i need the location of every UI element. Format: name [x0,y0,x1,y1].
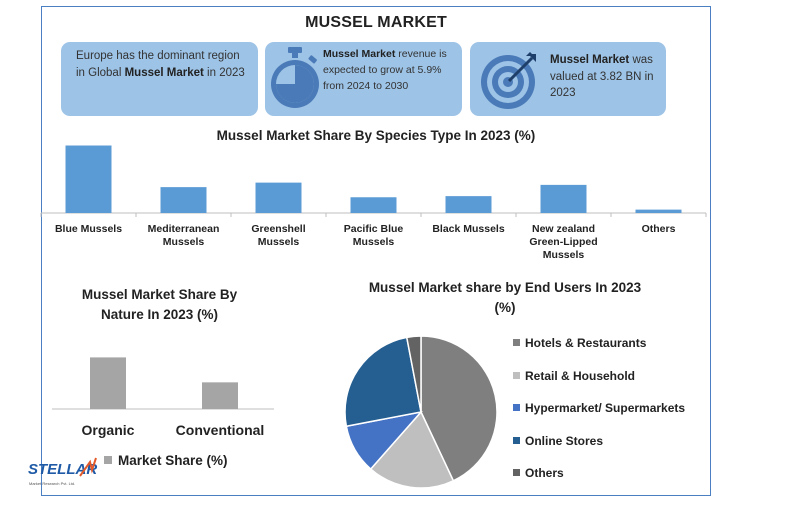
legend-label: Online Stores [525,433,604,448]
legend-label: Retail & Household [525,368,636,383]
target-icon [478,48,542,118]
callout-europe-dominant: Europe has the dominant region in Global… [61,42,258,116]
nature-category-label: Organic [82,422,135,438]
callout-revenue-growth: Mussel Market revenue is expected to gro… [265,42,462,116]
species-category-label-line: Mussels [543,249,585,261]
species-category-label: Greenshell Mussels [251,223,305,248]
legend-swatch [513,469,520,476]
species-category-label-line: Others [642,223,676,235]
legend-swatch [513,404,520,411]
species-category-label: Blue Mussels [55,223,122,235]
species-category-label-line: Mussels [163,236,205,248]
legend-label: Hypermarket/ Supermarkets [525,401,686,415]
pie-slice [369,410,455,489]
callout-text-bold: Mussel Market [323,48,396,60]
species-bar [350,197,397,213]
nature-chart-title-line: Nature In 2023 (%) [100,306,219,322]
stopwatch-icon [268,45,322,119]
legend-item: Retail & Household [513,369,635,383]
species-category-label-line: Green-Lipped [529,236,597,248]
legend-label: Others [525,466,564,480]
nature-category-label: Conventional [176,422,265,438]
legend-swatch [513,371,520,379]
legend-swatch [104,456,112,464]
pie-slice [344,336,422,428]
nature-chart-title-line: Mussel Market Share By [81,287,238,302]
nature-chart-legend: Market Share (%) [104,453,228,468]
species-category-label: Mediterranean Mussels [148,223,220,248]
species-category-label: Pacific Blue Mussels [344,223,404,248]
legend-item: Hypermarket/ Supermarkets [513,401,685,415]
legend-swatch [513,436,520,444]
species-category-label: Black Mussels [432,223,505,235]
end-users-chart-title: Mussel Market share by End Users In 2023… [355,278,655,317]
callout-market-value: Mussel Market was valued at 3.82 BN in 2… [470,42,666,116]
pie-slice [420,335,498,482]
callout-text: Mussel Market revenue is expected to gro… [323,47,458,94]
callout-text-part: in 2023 [203,66,245,79]
species-category-label: Others [642,223,676,235]
species-category-label-line: Mediterranean [148,223,220,235]
species-bar [540,184,587,213]
species-chart-title: Mussel Market Share By Species Type In 2… [216,128,536,143]
callout-text-bold: Mussel Market [124,66,204,79]
pie-slice [405,335,422,413]
stellar-logo: STELLAR Market Research Pvt. Ltd. [26,454,98,495]
species-bar [160,187,207,213]
legend-item: Hotels & Restaurants [513,336,646,350]
species-bar [255,182,302,213]
logo-tagline: Market Research Pvt. Ltd. [29,481,75,486]
species-bar [65,145,112,213]
legend-label: Market Share (%) [118,453,228,468]
page-title: MUSSEL MARKET [305,14,447,31]
nature-bar [90,357,126,409]
end-users-chart-title-line: Mussel Market share by End Users In 2023 [368,280,642,295]
legend-swatch [513,339,520,346]
callout-text-part: was valued at 3.82 BN in 2023 [550,54,654,100]
callout-text: Mussel Market was valued at 3.82 BN in 2… [550,52,660,102]
nature-chart-title: Mussel Market Share By Nature In 2023 (%… [52,285,267,324]
callout-text-part: revenue is expected to grow at 5.9% from… [323,48,447,92]
species-category-label-line: Black Mussels [432,223,505,235]
species-category-label-line: Mussels [353,236,395,248]
species-category-label-line: Blue Mussels [55,223,122,235]
legend-item: Others [513,466,564,480]
species-category-label-line: New zealand [532,223,595,235]
callout-text-part: Europe has the dominant region in Global [76,50,240,79]
callout-text-bold: Mussel Market [550,54,630,66]
species-category-label-line: Greenshell [251,223,305,235]
species-category-label-line: Mussels [258,236,300,248]
nature-bar [202,382,238,409]
species-category-label-line: Pacific Blue [344,223,404,235]
logo-wordmark: STELLAR [28,461,97,478]
end-users-chart-title-line: (%) [494,299,516,315]
species-bar [635,209,682,213]
legend-item: Online Stores [513,434,603,448]
species-bar [445,196,492,213]
callout-text: Europe has the dominant region in Global… [76,48,246,81]
infographic-frame [41,6,711,496]
legend-label: Hotels & Restaurants [525,336,647,350]
species-category-label: New zealand Green-Lipped Mussels [529,223,597,261]
